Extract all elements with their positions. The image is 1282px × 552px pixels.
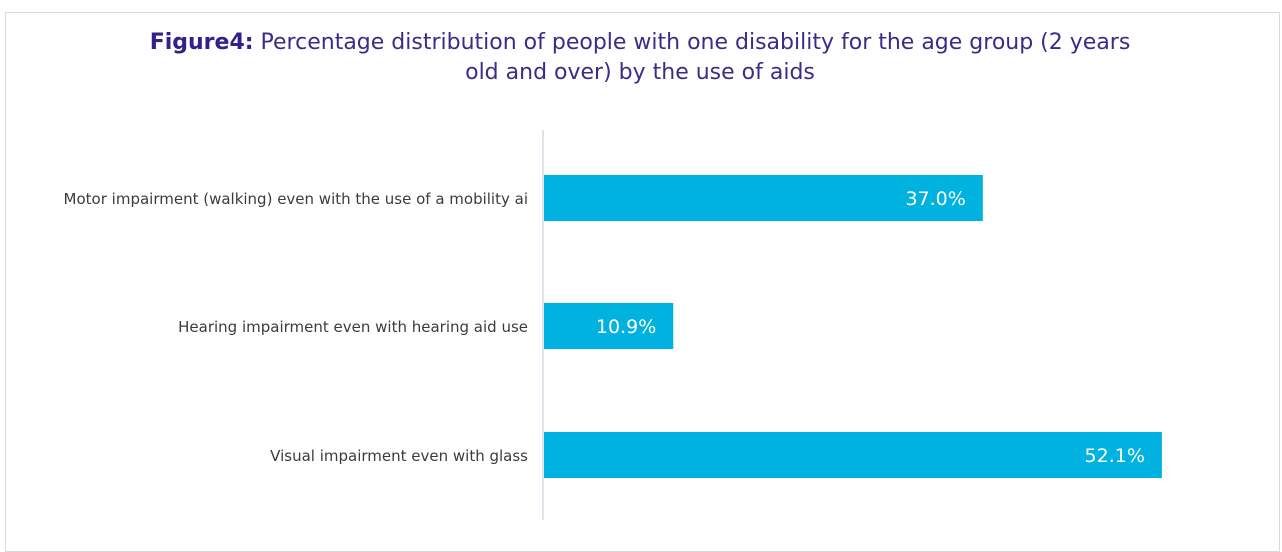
data-label: 10.9% <box>596 316 656 338</box>
data-label: 52.1% <box>1085 445 1145 467</box>
category-label: Motor impairment (walking) even with the… <box>64 190 528 208</box>
bar <box>544 432 1162 478</box>
bar <box>544 303 674 349</box>
bar <box>544 175 983 221</box>
category-label: Visual impairment even with glass <box>270 447 528 465</box>
chart-title-text: Percentage distribution of people with o… <box>253 30 1131 85</box>
chart-title-prefix: Figure4: <box>149 30 254 55</box>
data-label: 37.0% <box>905 188 965 210</box>
category-label: Hearing impairment even with hearing aid… <box>178 318 528 336</box>
chart-title: Figure4: Percentage distribution of peop… <box>140 28 1140 88</box>
